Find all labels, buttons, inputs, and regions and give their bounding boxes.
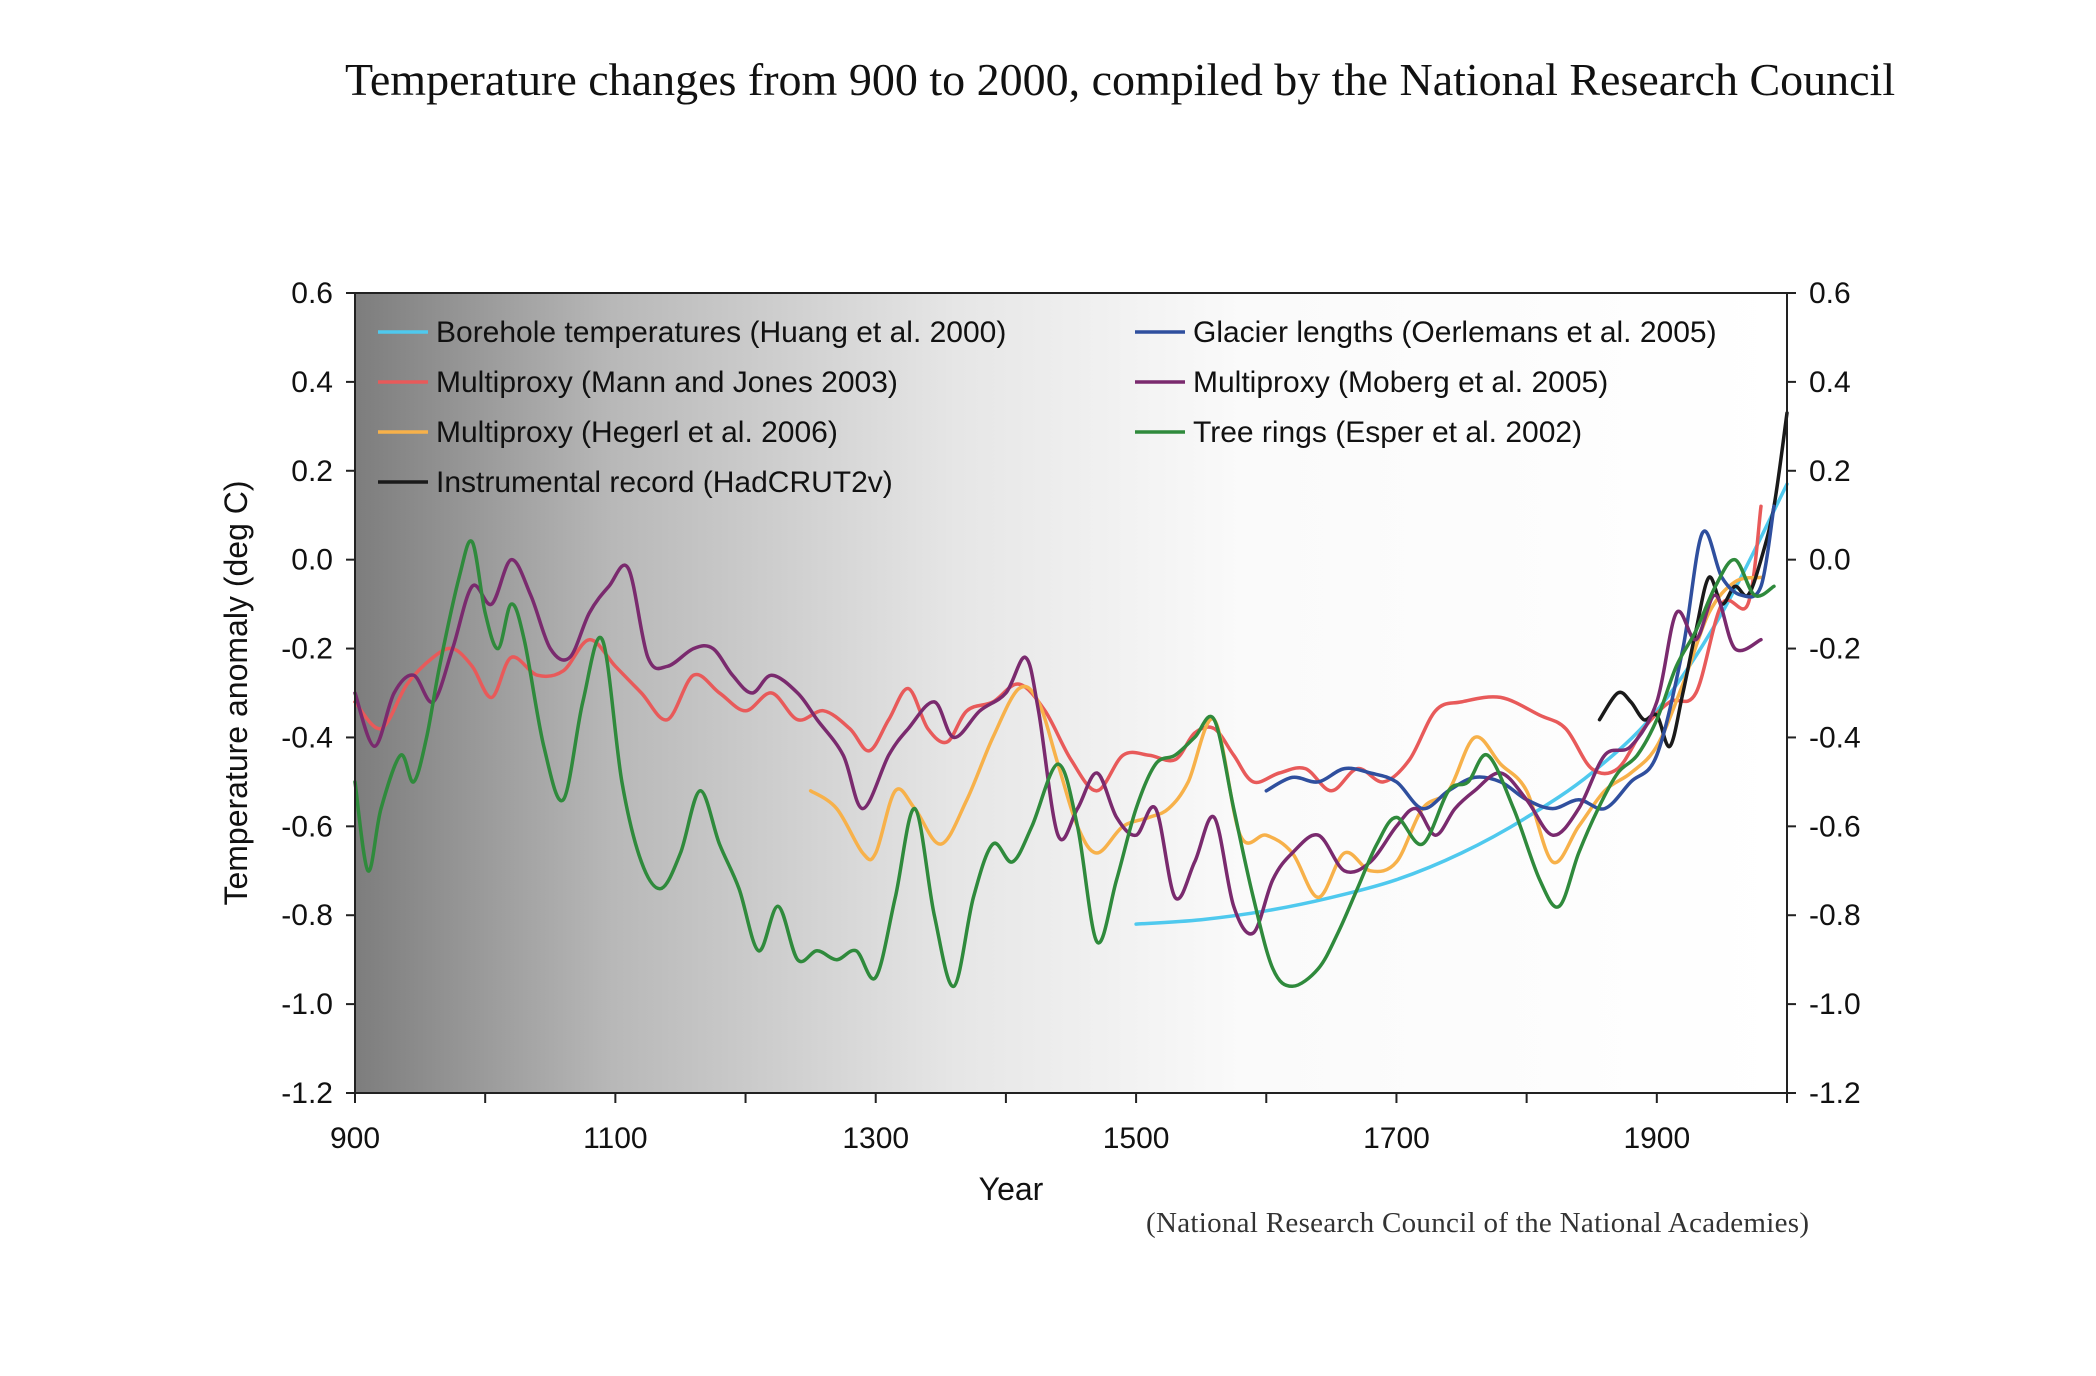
y-tick-label-right: 0.2 — [1809, 455, 1851, 488]
y-tick-label-left: 0.6 — [291, 277, 333, 310]
y-tick-label-left: -0.2 — [281, 633, 333, 666]
y-tick-label-right: -0.4 — [1809, 721, 1861, 754]
y-tick-label-right: -0.6 — [1809, 810, 1861, 843]
legend-label-4: Glacier lengths (Oerlemans et al. 2005) — [1193, 316, 1717, 349]
y-tick-label-left: -0.8 — [281, 899, 333, 932]
y-tick-label-right: -0.2 — [1809, 633, 1861, 666]
x-axis-title: Year — [979, 1171, 1044, 1207]
legend-label-3: Instrumental record (HadCRUT2v) — [436, 466, 893, 499]
legend-label-5: Multiproxy (Moberg et al. 2005) — [1193, 366, 1608, 399]
y-axis-title: Temperature anomaly (deg C) — [218, 480, 254, 905]
y-tick-label-right: 0.0 — [1809, 544, 1851, 577]
y-tick-label-right: -1.0 — [1809, 988, 1861, 1021]
y-tick-label-right: 0.4 — [1809, 366, 1851, 399]
series-line-2 — [808, 575, 1763, 900]
x-tick-label: 1100 — [583, 1122, 648, 1155]
y-tick-label-left: 0.0 — [291, 544, 333, 577]
series-line-4 — [1264, 504, 1776, 811]
x-tick-label: 1900 — [1623, 1122, 1690, 1155]
plot-area — [355, 293, 1787, 1093]
x-tick-label: 1500 — [1103, 1122, 1170, 1155]
x-tick-label: 900 — [330, 1122, 380, 1155]
x-tick-label: 1300 — [842, 1122, 909, 1155]
y-tick-label-left: -1.2 — [281, 1077, 333, 1110]
y-tick-label-left: 0.4 — [291, 366, 333, 399]
plot-frame — [354, 292, 1788, 1094]
y-tick-label-right: -1.2 — [1809, 1077, 1861, 1110]
series-line-6 — [353, 539, 1776, 989]
source-caption: (National Research Council of the Nation… — [1146, 1207, 1810, 1239]
legend-label-1: Multiproxy (Mann and Jones 2003) — [436, 366, 898, 399]
y-tick-label-left: -0.6 — [281, 810, 333, 843]
y-tick-label-right: 0.6 — [1809, 277, 1851, 310]
legend-label-0: Borehole temperatures (Huang et al. 2000… — [436, 316, 1006, 349]
x-tick-label: 1700 — [1363, 1122, 1430, 1155]
legend-label-2: Multiproxy (Hegerl et al. 2006) — [436, 416, 838, 449]
y-tick-label-right: -0.8 — [1809, 899, 1861, 932]
y-tick-label-left: 0.2 — [291, 455, 333, 488]
y-tick-label-left: -1.0 — [281, 988, 333, 1021]
y-tick-label-left: -0.4 — [281, 721, 333, 754]
page-title: Temperature changes from 900 to 2000, co… — [345, 54, 1896, 105]
legend-label-6: Tree rings (Esper et al. 2002) — [1193, 416, 1582, 449]
